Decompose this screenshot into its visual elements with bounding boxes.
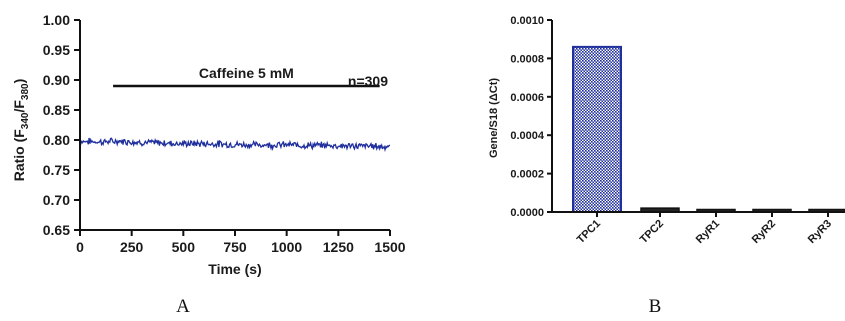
x-tick-label-a: 250 xyxy=(120,239,144,255)
y-tick-label-a: 0.80 xyxy=(43,132,70,148)
chart-a: 0.65 0.70 0.75 0.80 0.85 0.90 0.95 1.00 0 250 500 7… xyxy=(11,12,406,277)
series-line xyxy=(79,137,391,153)
y-tick-label-b: 0.0002 xyxy=(510,169,544,181)
x-tick-label-a: 750 xyxy=(223,239,247,255)
y-tick-label-b: 0.0000 xyxy=(510,207,544,219)
y-tick-label-a: 1.00 xyxy=(43,12,70,28)
x-tick-label-a: 1250 xyxy=(323,239,354,255)
y-tick-label-b: 0.0008 xyxy=(510,53,544,65)
bar xyxy=(572,45,622,213)
y-tick-label-a: 0.85 xyxy=(43,102,70,118)
x-tick-label-b: TPC1 xyxy=(575,218,603,246)
x-tick-label-b: RyR3 xyxy=(806,218,834,246)
y-tick-label-a: 0.95 xyxy=(43,42,70,58)
x-axis-label-a: Time (s) xyxy=(208,261,261,277)
y-tick-label-a: 0.70 xyxy=(43,192,70,208)
y-tick-label-a: 0.65 xyxy=(43,222,70,238)
panel-label-a: A xyxy=(176,296,190,317)
x-tick-label-a: 500 xyxy=(172,239,196,255)
panel-label-b: B xyxy=(649,296,662,317)
x-tick-label-a: 0 xyxy=(76,239,84,255)
chart-b: 0.0000 0.0002 0.0004 0.0006 0.0008 0.0010 Gen… xyxy=(488,15,845,246)
y-tick-label-b: 0.0006 xyxy=(510,92,544,104)
y-axis-label-b: Gene/S18 (ΔCt) xyxy=(488,78,500,158)
x-tick-label-b: RyR2 xyxy=(750,218,778,246)
x-tick-label-b: RyR1 xyxy=(694,218,722,246)
x-tick-label-b: TPC2 xyxy=(638,218,666,246)
y-tick-label-a: 0.75 xyxy=(43,162,70,178)
y-tick-label-b: 0.0004 xyxy=(510,130,545,142)
x-tick-label-a: 1500 xyxy=(374,239,405,255)
n-label: n=309 xyxy=(348,73,388,89)
y-tick-label-b: 0.0010 xyxy=(510,15,544,27)
x-tick-label-a: 1000 xyxy=(271,239,302,255)
y-axis-label-a: Ratio (F340/F380) xyxy=(11,79,31,182)
y-tick-label-a: 0.90 xyxy=(43,72,70,88)
caffeine-label: Caffeine 5 mM xyxy=(199,65,294,81)
